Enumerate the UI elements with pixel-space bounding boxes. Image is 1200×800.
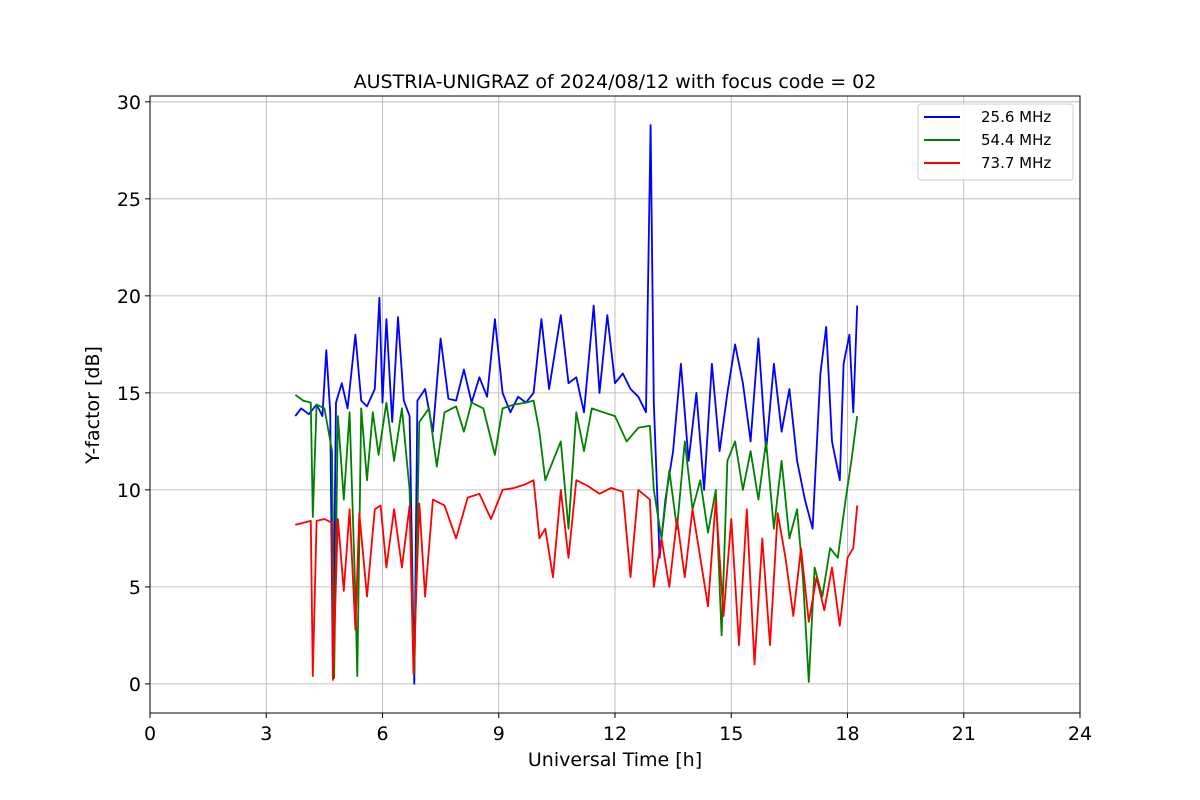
chart-title: AUSTRIA-UNIGRAZ of 2024/08/12 with focus… [354, 71, 877, 93]
x-tick-label: 12 [603, 723, 627, 745]
y-axis-label: Y-factor [dB] [82, 346, 104, 465]
legend-label-54-4: 54.4 MHz [981, 131, 1051, 149]
legend-label-25-6: 25.6 MHz [981, 108, 1051, 126]
series-line-54-4-mhz [294, 394, 859, 683]
x-tick-label: 6 [376, 723, 388, 745]
x-tick-label: 18 [835, 723, 859, 745]
y-tick-label: 30 [117, 92, 141, 114]
legend-box [917, 103, 1074, 181]
x-axis-label: Universal Time [h] [528, 749, 702, 771]
x-tick-label: 0 [144, 723, 156, 745]
series-line-73-7-mhz [295, 479, 859, 681]
y-tick-label: 5 [129, 577, 141, 599]
legend: 25.6 MHz 54.4 MHz 73.7 MHz [917, 103, 1074, 181]
y-tick-label: 25 [117, 189, 141, 211]
x-tick-label: 15 [719, 723, 743, 745]
series-layer [294, 124, 859, 685]
series-line-25-6-mhz [294, 124, 859, 685]
y-tick-label: 0 [129, 674, 141, 696]
x-tick-label: 3 [260, 723, 272, 745]
x-tick-label: 9 [493, 723, 505, 745]
legend-label-73-7: 73.7 MHz [981, 154, 1051, 172]
y-tick-label: 15 [117, 383, 141, 405]
x-tick-label: 21 [952, 723, 976, 745]
y-tick-label: 10 [117, 480, 141, 502]
tick-layer: 0 3 6 9 12 15 18 21 24 0 5 10 15 20 25 30 [117, 92, 1092, 745]
y-tick-label: 20 [117, 286, 141, 308]
x-tick-label: 24 [1068, 723, 1092, 745]
